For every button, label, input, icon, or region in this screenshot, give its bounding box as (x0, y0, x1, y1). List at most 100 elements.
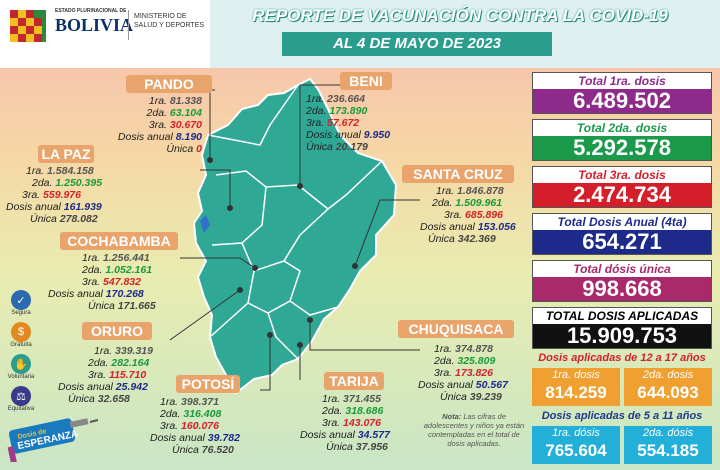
label-unica: Única (166, 143, 194, 155)
total-label: Total Dosis Anual (4ta) (557, 215, 687, 229)
value-3ra: 160.076 (181, 420, 219, 432)
value-anual: 153.056 (477, 221, 516, 233)
stats-santa-cruz: 1ra. 1.846.878 2da. 1.509.961 3ra. 685.8… (420, 185, 516, 245)
label-1ra: 1ra. (94, 345, 113, 357)
value-2da: 173.890 (329, 105, 368, 117)
value-2da: 325.809 (457, 355, 496, 367)
label-anual: Dosis anual (6, 201, 61, 213)
value-3ra: 685.896 (465, 209, 503, 221)
value-unica: 32.658 (97, 393, 130, 405)
value-1ra: 81.338 (169, 95, 202, 107)
label-1ra: 1ra. (322, 393, 341, 405)
kids-dose1-label: 1ra. dósis (552, 427, 600, 439)
kids-dose2-label: 2da. dósis (642, 427, 694, 439)
page-title: REPORTE DE VACUNACIÓN CONTRA LA COVID-19 (252, 6, 668, 25)
label-anual: Dosis anual (420, 221, 475, 233)
label-2da: 2da. (306, 105, 327, 117)
teens-dose2-label: 2da. dosis (642, 369, 694, 381)
label-1ra: 1ra. (160, 396, 179, 408)
teens-dose1-label: 1ra. dosis (552, 369, 600, 381)
ministry-line1: MINISTERIO DE (134, 13, 187, 20)
label-unica: Única (428, 233, 455, 245)
value-unica: 20.179 (335, 141, 368, 153)
value-2da: 1.052.161 (105, 264, 153, 276)
icon-label-equitativa: Equitativa (7, 406, 35, 412)
label-1ra: 1ra. (306, 93, 325, 105)
value-3ra: 57.672 (327, 117, 360, 129)
label-anual: Dosis anual (58, 381, 113, 393)
ministry-line2: SALUD Y DEPORTES (134, 22, 205, 29)
stats-la-paz: 1ra. 1.584.158 2da. 1.250.395 3ra. 559.9… (6, 165, 102, 225)
label-2da: 2da. (160, 408, 181, 420)
label-unica: Única (172, 444, 199, 456)
dept-tag-cochabamba: COCHABAMBA (60, 232, 178, 250)
dept-tag-la-paz: LA PAZ (38, 145, 94, 163)
stats-oruro: 1ra. 339.319 2da. 282.164 3ra. 115.710 D… (58, 345, 153, 405)
total-box-2da: Total 2da. dosis 5.292.578 (532, 119, 712, 161)
label-3ra: 3ra. (322, 417, 341, 429)
value-1ra: 398.371 (181, 396, 219, 408)
shield-icon: ✓ (11, 290, 31, 310)
dept-tag-chuquisaca: CHUQUISACA (398, 320, 514, 338)
label-2da: 2da. (88, 357, 109, 369)
value-unica: 39.239 (469, 391, 502, 403)
label-anual: Dosis anual (418, 379, 473, 391)
value-1ra: 374.878 (455, 343, 493, 355)
label-anual: Dosis anual (48, 288, 103, 300)
label-3ra: 3ra. (306, 117, 325, 129)
stats-potosi: 1ra. 398.371 2da. 316.408 3ra. 160.076 D… (150, 396, 240, 456)
stats-pando: 1ra. 81.338 2da. 63.104 3ra. 30.670 Dosi… (112, 95, 202, 155)
label-3ra: 3ra. (434, 367, 453, 379)
stats-chuquisaca: 1ra. 374.878 2da. 325.809 3ra. 173.826 D… (418, 343, 508, 403)
value-3ra: 115.710 (109, 369, 147, 381)
value-unica: 278.082 (59, 213, 98, 225)
teens-dose1-value: 814.259 (545, 383, 607, 402)
teens-dose2: 2da. dosis 644.093 (624, 368, 712, 406)
value-3ra: 143.076 (343, 417, 381, 429)
kids-dose1: 1ra. dósis 765.604 (532, 426, 620, 464)
value-3ra: 30.670 (169, 119, 202, 131)
label-1ra: 1ra. (148, 95, 167, 107)
label-1ra: 1ra. (434, 343, 453, 355)
value-anual: 170.268 (105, 288, 144, 300)
label-3ra: 3ra. (22, 189, 41, 201)
total-value: 2.474.734 (533, 183, 711, 207)
value-1ra: 339.319 (115, 345, 153, 357)
total-label: Total 2da. dosis (576, 121, 668, 135)
label-3ra: 3ra. (148, 119, 167, 131)
label-unica: Única (326, 441, 353, 453)
syringe-icon: Dosis de ESPERANZA (7, 418, 98, 462)
report-date: AL 4 DE MAYO DE 2023 (282, 32, 552, 56)
total-value: 5.292.578 (533, 136, 711, 160)
dept-tag-santa-cruz: SANTA CRUZ (402, 165, 514, 183)
value-2da: 63.104 (169, 107, 202, 119)
kids-box: Dosis aplicadas de 5 a 11 años 1ra. dósi… (532, 408, 712, 464)
label-3ra: 3ra. (444, 209, 463, 221)
total-box-unica: Total dósis única 998.668 (532, 260, 712, 302)
teens-box: Dosis aplicadas de 12 a 17 años 1ra. dos… (532, 350, 712, 406)
total-box-3ra: Total 3ra. dosis 2.474.734 (532, 166, 712, 208)
kids-dose2: 2da. dósis 554.185 (624, 426, 712, 464)
value-anual: 161.939 (63, 201, 102, 213)
total-label: Total 1ra. dosis (578, 74, 666, 88)
label-unica: Única (88, 300, 115, 312)
value-2da: 318.686 (345, 405, 384, 417)
logo-divider (128, 10, 129, 40)
value-anual: 50.567 (475, 379, 508, 391)
total-label: Total 3ra. dosis (578, 168, 666, 182)
value-3ra: 547.832 (103, 276, 141, 288)
value-unica: 37.956 (355, 441, 388, 453)
ministry-name: MINISTERIO DE SALUD Y DEPORTES (134, 12, 204, 30)
stats-tarija: 1ra. 371.455 2da. 318.686 3ra. 143.076 D… (300, 393, 390, 453)
value-anual: 9.950 (363, 129, 391, 141)
icon-label-gratuita: Gratuita (10, 342, 32, 348)
label-1ra: 1ra. (26, 165, 45, 177)
label-1ra: 1ra. (82, 252, 101, 264)
note: Nota: Las cifras de adolescentes y niños… (422, 412, 526, 448)
value-anual: 34.577 (357, 429, 390, 441)
value-1ra: 1.846.878 (457, 185, 504, 197)
label-anual: Dosis anual (117, 131, 173, 143)
label-2da: 2da. (434, 355, 455, 367)
label-unica: Única (30, 213, 57, 225)
kids-dose2-value: 554.185 (637, 441, 699, 460)
